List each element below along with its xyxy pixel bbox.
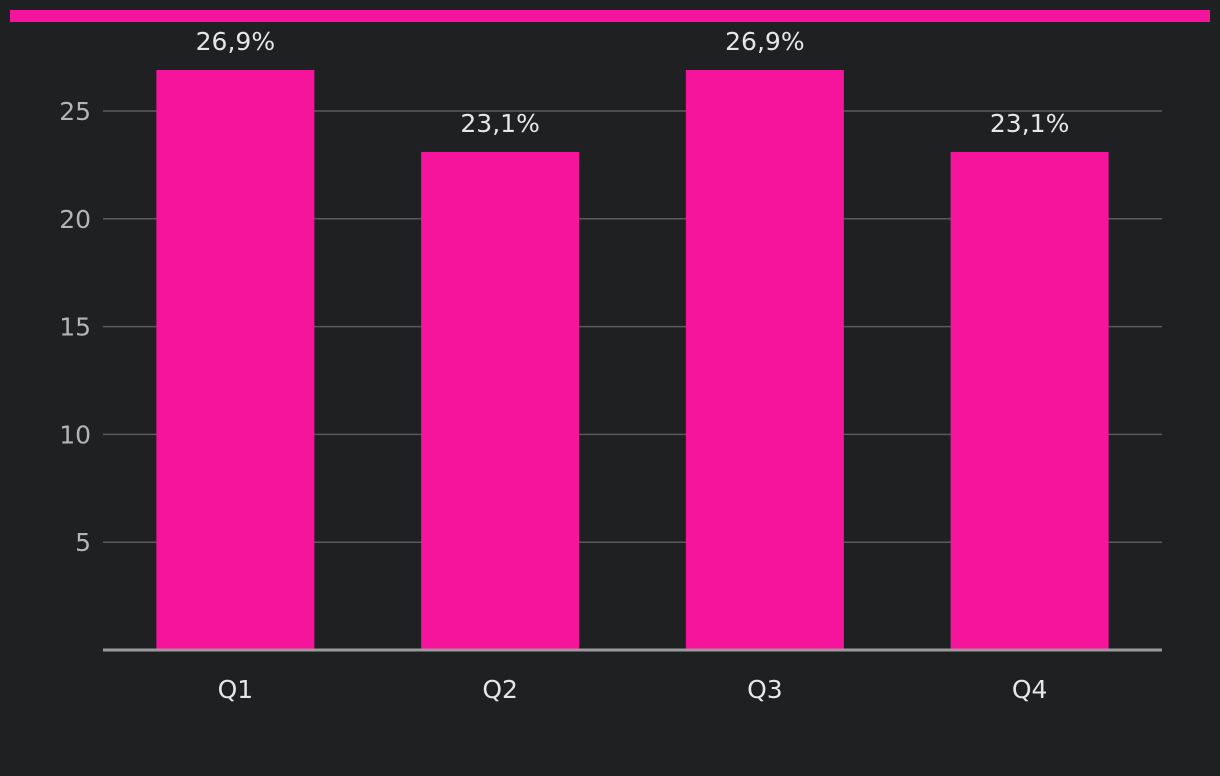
bar-q2 xyxy=(421,151,580,650)
x-category-label: Q4 xyxy=(1012,675,1048,704)
y-tick-label: 25 xyxy=(59,97,91,126)
y-tick-label: 10 xyxy=(59,420,91,449)
y-tick-label: 20 xyxy=(59,205,91,234)
accent-bar xyxy=(10,10,1210,22)
x-axis-categories: Q1 Q2 Q3 Q4 xyxy=(218,675,1048,704)
data-label: 26,9% xyxy=(196,27,275,56)
bar-q3 xyxy=(685,70,844,650)
bar-q4 xyxy=(950,151,1109,650)
data-label: 23,1% xyxy=(460,109,539,138)
x-category-label: Q2 xyxy=(482,675,518,704)
x-category-label: Q3 xyxy=(747,675,783,704)
x-category-label: Q1 xyxy=(218,675,254,704)
bar-q1 xyxy=(156,70,315,650)
y-tick-label: 15 xyxy=(59,313,91,342)
data-label: 23,1% xyxy=(990,109,1069,138)
data-labels: 26,9% 23,1% 26,9% 23,1% xyxy=(196,27,1070,138)
bars xyxy=(156,70,1109,650)
data-label: 26,9% xyxy=(725,27,804,56)
y-tick-label: 5 xyxy=(75,528,91,557)
y-axis-ticks: 5 10 15 20 25 xyxy=(59,97,91,557)
